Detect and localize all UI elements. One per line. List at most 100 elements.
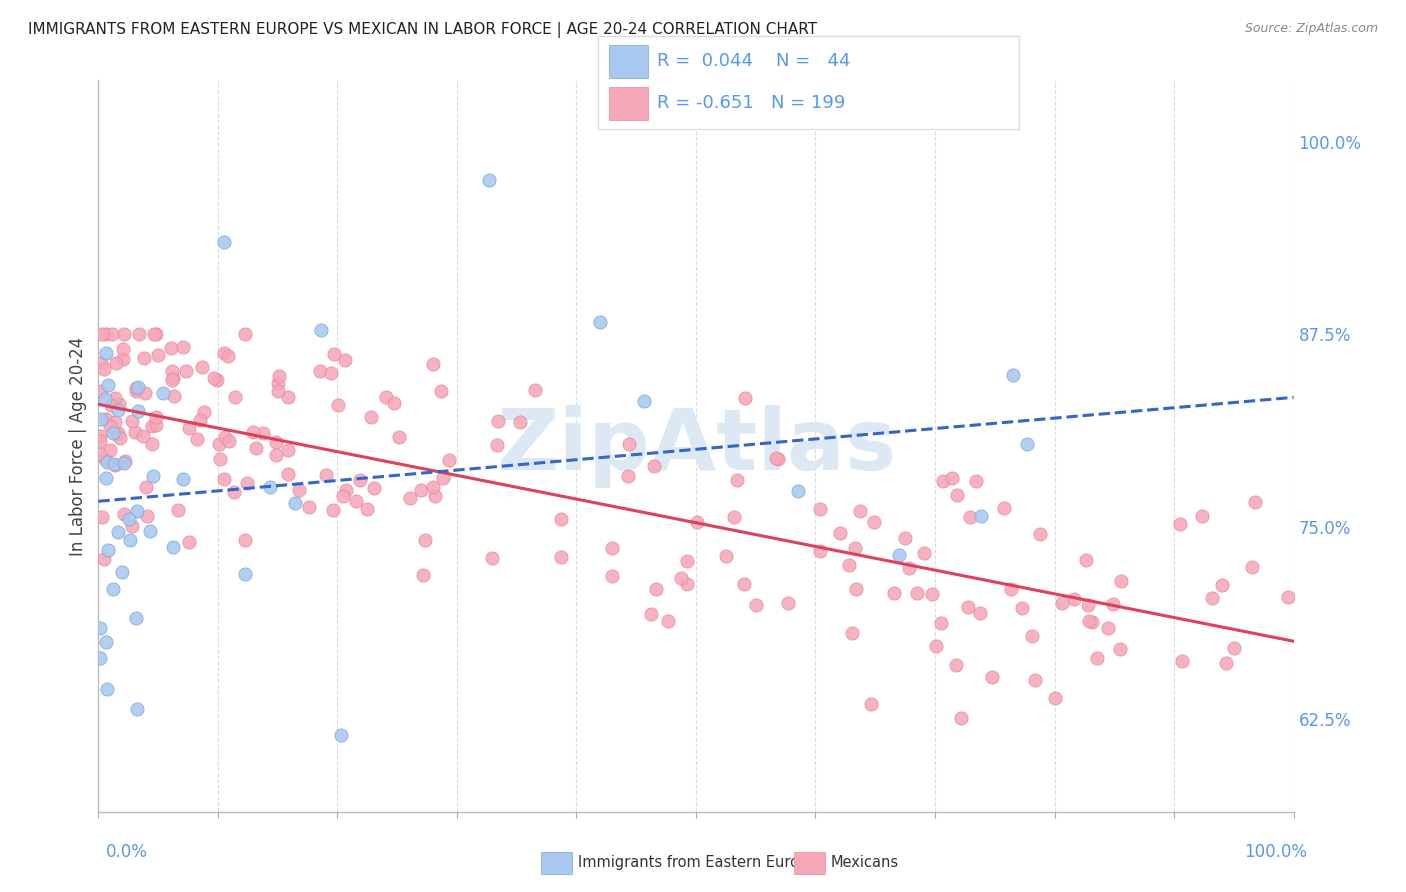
Point xyxy=(1015,437,1038,451)
Point xyxy=(905,586,928,600)
Text: ZipAtlas: ZipAtlas xyxy=(496,404,896,488)
Point xyxy=(104,391,127,405)
Point xyxy=(269,369,291,384)
Point xyxy=(124,425,146,439)
Point xyxy=(264,448,287,462)
Point xyxy=(104,458,127,472)
Point xyxy=(478,173,501,187)
Point xyxy=(236,475,259,490)
Point xyxy=(841,625,863,640)
Point xyxy=(89,434,111,448)
Point xyxy=(315,468,337,483)
Point xyxy=(94,471,117,485)
Point xyxy=(89,621,111,635)
Point xyxy=(112,342,135,356)
Point xyxy=(125,504,148,518)
Point xyxy=(96,455,118,469)
Point xyxy=(509,415,531,429)
Point xyxy=(117,511,139,525)
Point xyxy=(969,606,991,620)
Point xyxy=(214,235,236,249)
Point xyxy=(233,566,256,581)
Point xyxy=(177,534,200,549)
Point xyxy=(111,565,134,579)
Point xyxy=(1021,629,1043,643)
Point xyxy=(925,640,948,654)
Point xyxy=(1028,527,1050,541)
Point xyxy=(152,385,174,400)
Point xyxy=(100,398,122,412)
Point xyxy=(356,502,378,516)
Point xyxy=(94,412,117,426)
Point xyxy=(716,549,738,563)
Point xyxy=(145,327,167,342)
Point xyxy=(956,599,979,614)
Point xyxy=(437,453,460,467)
Point xyxy=(725,473,748,487)
Point xyxy=(941,471,963,485)
Point xyxy=(360,409,382,424)
Point xyxy=(912,546,935,560)
Point xyxy=(101,582,124,596)
Point xyxy=(1244,494,1267,508)
Point xyxy=(734,391,756,405)
Point xyxy=(333,353,356,368)
Text: 100.0%: 100.0% xyxy=(1244,843,1308,861)
Point xyxy=(322,347,344,361)
Point xyxy=(319,366,342,380)
Point xyxy=(388,430,411,444)
Point xyxy=(110,432,132,446)
Point xyxy=(205,373,228,387)
Text: Immigrants from Eastern Europe: Immigrants from Eastern Europe xyxy=(578,855,817,870)
Point xyxy=(94,635,117,649)
Text: Mexicans: Mexicans xyxy=(831,855,898,870)
Point xyxy=(848,504,870,518)
Point xyxy=(422,479,444,493)
Point xyxy=(222,485,245,500)
Point xyxy=(778,596,800,610)
Point xyxy=(633,394,655,409)
Point xyxy=(1109,574,1132,588)
Point xyxy=(114,453,136,467)
Point xyxy=(1011,601,1033,615)
Point xyxy=(786,483,808,498)
Point xyxy=(1045,691,1067,706)
Point xyxy=(322,503,344,517)
Point xyxy=(550,549,572,564)
Point xyxy=(844,541,866,555)
Point xyxy=(139,524,162,538)
Point xyxy=(233,327,256,342)
Point xyxy=(193,405,215,419)
Point xyxy=(723,510,745,524)
Point xyxy=(94,452,117,467)
Point xyxy=(432,471,454,485)
Point xyxy=(588,315,610,329)
Point xyxy=(550,512,572,526)
Point xyxy=(309,364,332,378)
Point xyxy=(423,489,446,503)
Text: R = -0.651   N = 199: R = -0.651 N = 199 xyxy=(657,95,845,112)
Point xyxy=(921,587,943,601)
Point xyxy=(112,456,135,470)
Point xyxy=(328,398,350,412)
Point xyxy=(349,473,371,487)
Point xyxy=(657,614,679,628)
Point xyxy=(375,390,398,404)
Point xyxy=(90,355,112,369)
Point xyxy=(132,429,155,443)
Point xyxy=(382,396,405,410)
Point xyxy=(600,541,623,556)
Point xyxy=(202,371,225,385)
Point xyxy=(335,483,357,498)
Point xyxy=(1063,592,1085,607)
Point xyxy=(883,585,905,599)
Point xyxy=(399,491,422,505)
Point xyxy=(1001,368,1024,382)
Point xyxy=(212,472,235,486)
Point xyxy=(259,480,281,494)
Point xyxy=(808,502,831,516)
Point xyxy=(810,543,832,558)
Point xyxy=(332,489,354,503)
Point xyxy=(1215,656,1237,670)
Point xyxy=(1277,590,1299,604)
